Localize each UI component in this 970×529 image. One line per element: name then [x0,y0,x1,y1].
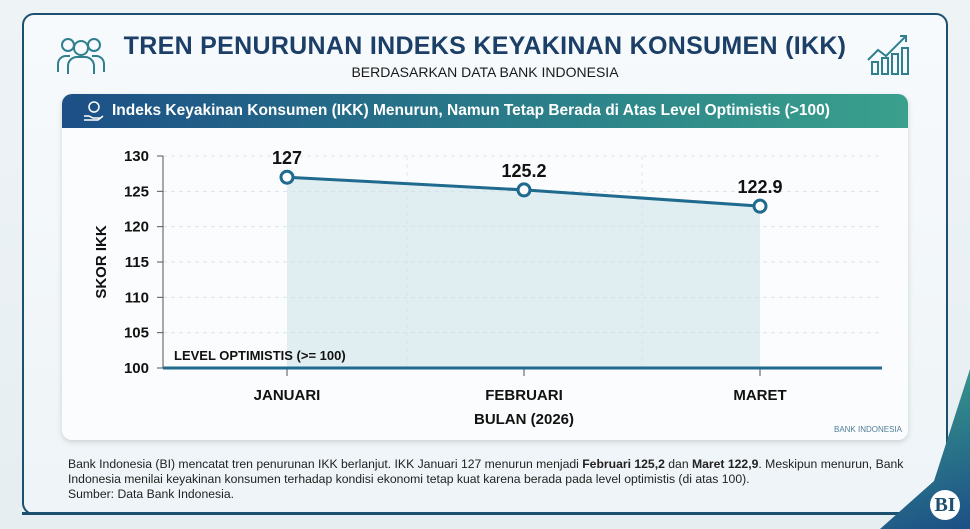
x-tick-label: FEBRUARI [485,387,563,404]
data-label: 122.9 [737,177,782,197]
footer-text-1: Bank Indonesia (BI) mencatat tren penuru… [68,457,583,471]
x-tick-label: JANUARI [254,387,321,404]
footer-text: Bank Indonesia (BI) mencatat tren penuru… [68,457,918,502]
bank-indonesia-logo: BI [930,490,960,520]
y-tick-label: 100 [124,360,149,377]
y-tick-label: 105 [124,325,149,342]
x-axis-label: BULAN (2026) [474,411,574,428]
y-tick-label: 120 [124,219,149,236]
page-title: TREN PENURUNAN INDEKS KEYAKINAN KONSUMEN… [123,32,847,60]
data-label: 125.2 [501,161,546,181]
y-tick-label: 115 [125,254,149,271]
x-tick-label: MARET [733,387,786,404]
footer-text-2: dan [664,457,692,471]
y-tick-label: 125 [124,183,149,200]
y-axis-label: SKOR IKK [93,225,110,299]
chart-title: Indeks Keyakinan Konsumen (IKK) Menurun,… [112,102,830,119]
footer-bold-2: Maret 122,9 [691,457,759,471]
data-point [752,198,768,214]
y-tick-label: 130 [124,148,149,165]
chart-header-band: Indeks Keyakinan Konsumen (IKK) Menurun,… [62,94,908,128]
footer-bold-1: Februari 125,2 [582,457,665,471]
growth-chart-icon [867,35,909,75]
divider [22,512,922,515]
y-tick-label: 110 [125,289,149,306]
data-label: 127 [272,148,302,168]
data-point [279,169,295,185]
chart-card: Indeks Keyakinan Konsumen (IKK) Menurun,… [62,94,908,440]
page-subtitle: BERDASARKAN DATA BANK INDONESIA [351,64,619,80]
reference-line-label: LEVEL OPTIMISTIS (>= 100) [174,348,346,363]
footer-text-3: . Meskipun menurun, Bank Indonesia menil… [68,457,904,486]
source-watermark: BANK INDONESIA [834,425,903,434]
source-note: Sumber: Data Bank Indonesia. [68,487,234,501]
line-chart: 100 105 110 115 120 125 130 LEVEL OPTIMISTIS (>… [93,148,903,434]
money-hand-icon [84,101,104,121]
people-icon [57,38,105,74]
data-point [516,182,532,198]
area-fill [287,177,760,368]
